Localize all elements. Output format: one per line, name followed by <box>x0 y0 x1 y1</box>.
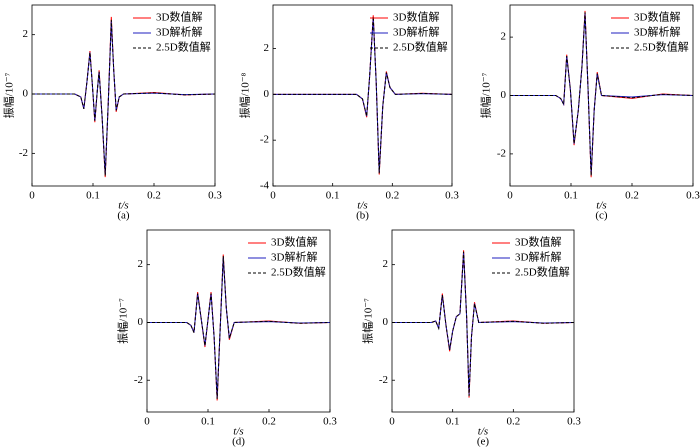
y-axis-label: 振幅/10⁻⁸ <box>238 72 252 118</box>
legend-label: 3D解析解 <box>271 250 317 264</box>
x-tick-label: 0 <box>270 190 276 202</box>
x-tick-label: 0.1 <box>446 416 460 428</box>
x-tick-label: 0.3 <box>686 190 700 202</box>
plot-frame <box>31 4 216 187</box>
plot-frame <box>391 229 575 413</box>
y-tick-label: 2 <box>383 258 389 270</box>
x-tick-label: 0.2 <box>385 190 399 202</box>
y-tick-label: -2 <box>19 147 28 159</box>
y-tick-label: 0 <box>501 89 507 101</box>
series-line <box>392 251 575 397</box>
panel-label: (c) <box>595 210 608 222</box>
y-tick-label: -4 <box>260 180 270 192</box>
x-tick-label: 0 <box>389 416 395 428</box>
y-tick-label: 2 <box>23 28 29 40</box>
x-tick-label: 0.1 <box>201 416 215 428</box>
panel-label: (b) <box>356 210 369 222</box>
legend-label: 3D解析解 <box>515 250 561 264</box>
y-tick-label: 0 <box>23 88 29 100</box>
panel-label: (a) <box>117 210 130 222</box>
panel: 0 0.1 0.2 0.3 -2 0 2 t/s(c) 振幅/10⁻⁷ 3D数值解3D解析解2.5… <box>479 4 700 222</box>
series-line <box>273 16 453 174</box>
panel-label: (d) <box>232 436 245 448</box>
y-tick-label: -2 <box>134 374 143 386</box>
x-tick-label: 0 <box>507 190 513 202</box>
x-axis-label: t/s <box>233 426 243 438</box>
series-line <box>32 19 216 176</box>
legend-label: 3D解析解 <box>393 25 439 39</box>
x-tick-label: 0.1 <box>326 190 340 202</box>
x-axis-label: t/s <box>596 200 606 212</box>
x-tick-label: 0.3 <box>208 190 222 202</box>
plot-frame <box>146 229 331 413</box>
y-tick-label: 0 <box>264 88 270 100</box>
x-axis-label: t/s <box>478 426 488 438</box>
x-tick-label: 0.1 <box>564 190 578 202</box>
plot-frame <box>272 4 453 187</box>
x-tick-label: 0.2 <box>147 190 161 202</box>
x-tick-label: 0 <box>29 190 35 202</box>
y-tick-label: -2 <box>379 374 388 386</box>
legend-label: 3D数值解 <box>271 235 317 249</box>
x-tick-label: 0.3 <box>445 190 459 202</box>
y-tick-label: 2 <box>501 31 507 43</box>
panel: 0 0.1 0.2 0.3 -2 0 2 t/s(a) 振幅/10⁻⁷ 3D数值解3D解析解2.5… <box>2 4 222 222</box>
y-axis-label: 振幅/10⁻⁷ <box>479 72 493 118</box>
x-tick-label: 0 <box>144 416 150 428</box>
x-tick-label: 0.2 <box>506 416 520 428</box>
x-tick-label: 0.1 <box>86 190 100 202</box>
y-axis-label: 振幅/10⁻⁷ <box>116 298 130 344</box>
series-line <box>510 12 694 176</box>
legend-label: 3D解析解 <box>156 25 202 39</box>
x-tick-label: 0.2 <box>262 416 276 428</box>
series-line <box>273 15 453 175</box>
legend-label: 3D数值解 <box>393 10 439 24</box>
series-line <box>273 17 453 173</box>
y-axis-label: 振幅/10⁻⁷ <box>361 298 375 344</box>
x-tick-label: 0.3 <box>323 416 337 428</box>
panel-label: (e) <box>477 436 490 448</box>
series-line <box>147 255 331 400</box>
legend-label: 2.5D数值解 <box>271 265 326 279</box>
legend-label: 2.5D数值解 <box>393 40 448 54</box>
x-tick-label: 0.3 <box>567 416 581 428</box>
x-axis-label: t/s <box>357 200 367 212</box>
legend-label: 2.5D数值解 <box>634 40 689 54</box>
x-tick-label: 0.2 <box>625 190 639 202</box>
legend-label: 3D解析解 <box>634 25 680 39</box>
y-tick-label: 2 <box>138 258 144 270</box>
legend-label: 2.5D数值解 <box>156 40 211 54</box>
y-tick-label: -2 <box>260 134 269 146</box>
y-tick-label: -2 <box>497 147 506 159</box>
legend-label: 2.5D数值解 <box>515 265 570 279</box>
legend-label: 3D数值解 <box>634 10 680 24</box>
y-tick-label: 0 <box>138 316 144 328</box>
x-axis-label: t/s <box>118 200 128 212</box>
legend-label: 3D数值解 <box>515 235 561 249</box>
panel: 0 0.1 0.2 0.3 -2 0 2 t/s(d) 振幅/10⁻⁷ 3D数值解3D解析解2.5… <box>116 229 337 448</box>
panel: 0 0.1 0.2 0.3 -4 -2 0 2 t/s(b) 振幅/10⁻⁸ 3D数值解3D解析解2… <box>238 4 459 222</box>
panel: 0 0.1 0.2 0.3 -2 0 2 t/s(e) 振幅/10⁻⁷ 3D数值解3D解析解2.5… <box>361 229 581 448</box>
y-tick-label: 0 <box>383 316 389 328</box>
legend-label: 3D数值解 <box>156 10 202 24</box>
y-tick-label: 2 <box>264 42 270 54</box>
y-axis-label: 振幅/10⁻⁷ <box>2 72 16 118</box>
